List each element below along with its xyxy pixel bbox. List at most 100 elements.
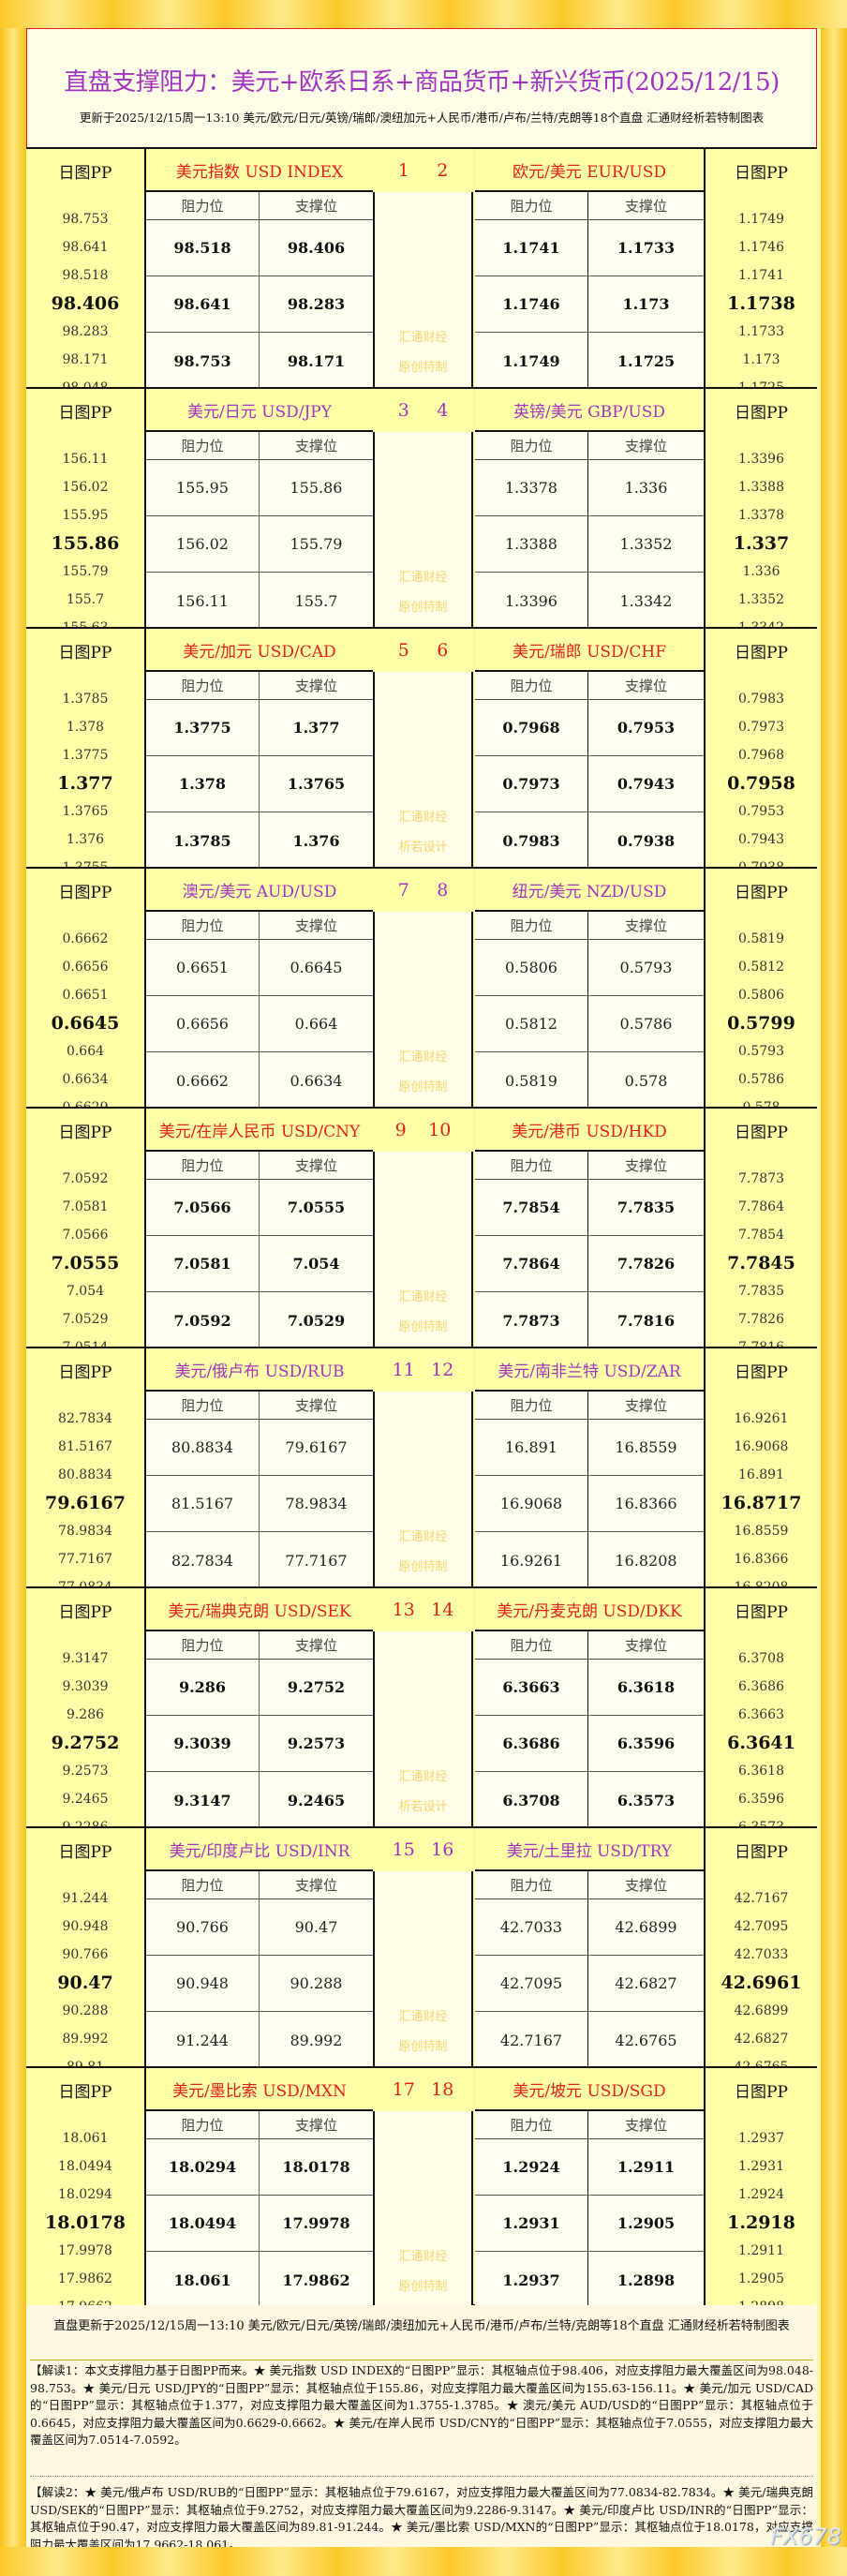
pair-block: 日图PP 9.3147 9.3039 9.286 9.2752 9.2573 9.2465 9… <box>26 1586 817 1835</box>
resistance-header: 阻力位 <box>475 1152 588 1180</box>
pair-numbers: 9 10 <box>373 1109 473 1152</box>
pp-level-value: 1.1733 <box>738 324 784 339</box>
watermark-line-1: 汇通财经 <box>398 2250 448 2264</box>
pair-number-left: 5 <box>397 640 409 661</box>
support-header: 支撑位 <box>260 672 373 700</box>
pp-level-value: 156.02 <box>62 480 109 495</box>
support-header: 支撑位 <box>260 1631 373 1660</box>
resistance-header: 阻力位 <box>146 1871 260 1899</box>
resistance-header: 阻力位 <box>475 912 588 940</box>
pair-number-right: 4 <box>437 400 449 421</box>
pp-level-value: 1.2905 <box>738 2271 784 2286</box>
resistance-header: 阻力位 <box>475 1392 588 1420</box>
pivot-point-value: 0.6645 <box>51 1013 120 1034</box>
resistance-header: 阻力位 <box>146 432 260 460</box>
daily-pp-column-left: 日图PP 7.0592 7.0581 7.0566 7.0555 7.054 7.0529 7… <box>26 1109 146 1355</box>
daily-pp-column-right: 日图PP 1.3396 1.3388 1.3378 1.337 1.336 1.3352 1.… <box>704 389 817 635</box>
resistance-value: 1.1741 <box>475 220 588 276</box>
daily-pp-column-right: 日图PP 7.7873 7.7864 7.7854 7.7845 7.7835 7.7826… <box>704 1109 817 1355</box>
watermark-line-2: 原创特制 <box>398 1080 448 1094</box>
pp-level-value: 7.7864 <box>738 1199 784 1214</box>
pair-name-right: 美元/坡元 USD/SGD <box>475 2068 704 2111</box>
support-value: 77.7167 <box>260 1532 373 1588</box>
watermark-line-1: 汇通财经 <box>398 331 448 345</box>
resistance-value: 7.0581 <box>146 1236 260 1292</box>
support-header: 支撑位 <box>588 2111 704 2139</box>
support-value: 1.1733 <box>588 220 704 276</box>
resistance-value: 0.6662 <box>146 1052 260 1109</box>
resistance-header: 阻力位 <box>475 192 588 220</box>
resistance-header: 阻力位 <box>146 2111 260 2139</box>
pair-number-left: 3 <box>397 400 409 421</box>
resistance-value: 7.7873 <box>475 1292 588 1348</box>
pivot-point-value: 42.6961 <box>721 1973 802 1993</box>
pp-level-value: 1.173 <box>742 352 780 367</box>
pp-level-value: 98.641 <box>62 240 109 255</box>
daily-pp-label: 日图PP <box>735 1123 788 1142</box>
pair-name-left: 美元指数 USD INDEX <box>146 149 373 192</box>
resistance-value: 16.891 <box>475 1420 588 1476</box>
daily-pp-column-left: 日图PP 9.3147 9.3039 9.286 9.2752 9.2573 9.2465 9… <box>26 1588 146 1835</box>
support-value: 6.3596 <box>588 1716 704 1772</box>
support-header: 支撑位 <box>588 1871 704 1899</box>
daily-pp-column-right: 日图PP 6.3708 6.3686 6.3663 6.3641 6.3618 6.3596… <box>704 1588 817 1835</box>
fx678-logo: FX678 <box>769 2524 841 2550</box>
top-decorative-border <box>0 0 847 28</box>
pp-level-value: 9.2465 <box>62 1792 109 1807</box>
watermark-column: 汇通财经 析若设计 <box>373 672 473 867</box>
pp-level-value: 0.6651 <box>62 988 109 1003</box>
support-header: 支撑位 <box>260 192 373 220</box>
resistance-value: 0.7973 <box>475 756 588 812</box>
support-value: 0.6645 <box>260 940 373 996</box>
pp-level-value: 1.3388 <box>738 480 784 495</box>
pp-level-value: 0.7968 <box>738 748 784 763</box>
pp-level-value: 7.0566 <box>62 1228 109 1243</box>
watermark-line-1: 汇通财经 <box>398 571 448 585</box>
pair-name-right: 美元/丹麦克朗 USD/DKK <box>475 1588 704 1631</box>
resistance-value: 1.3388 <box>475 516 588 573</box>
pp-level-value: 17.9978 <box>58 2243 112 2258</box>
pp-level-value: 17.9862 <box>58 2271 112 2286</box>
pair-numbers: 17 18 <box>373 2068 473 2111</box>
pp-level-value: 1.3378 <box>738 508 784 523</box>
resistance-value: 81.5167 <box>146 1476 260 1532</box>
resistance-value: 9.3039 <box>146 1716 260 1772</box>
pair-number-left: 1 <box>397 160 409 181</box>
pp-level-value: 16.8366 <box>734 1552 789 1567</box>
daily-pp-column-left: 日图PP 0.6662 0.6656 0.6651 0.6645 0.664 0.6634 0… <box>26 869 146 1115</box>
pp-level-value: 1.378 <box>66 720 105 735</box>
pair-numbers: 15 16 <box>373 1828 473 1871</box>
pp-level-value: 80.8834 <box>58 1467 112 1482</box>
resistance-header: 阻力位 <box>475 1631 588 1660</box>
pp-level-value: 6.3618 <box>738 1764 784 1779</box>
resistance-value: 1.3775 <box>146 700 260 756</box>
watermark-line-2: 原创特制 <box>398 2040 448 2054</box>
support-value: 7.7816 <box>588 1292 704 1348</box>
resistance-value: 6.3686 <box>475 1716 588 1772</box>
support-value: 16.8559 <box>588 1420 704 1476</box>
daily-pp-column-right: 日图PP 16.9261 16.9068 16.891 16.8717 16.8559 16… <box>704 1348 817 1595</box>
support-header: 支撑位 <box>588 192 704 220</box>
pivot-point-value: 1.337 <box>733 533 790 554</box>
support-header: 支撑位 <box>260 1152 373 1180</box>
resistance-value: 156.11 <box>146 573 260 629</box>
daily-pp-label: 日图PP <box>58 883 112 902</box>
pp-level-value: 42.7167 <box>734 1891 789 1906</box>
resistance-value: 0.5812 <box>475 996 588 1052</box>
pivot-point-value: 0.5799 <box>727 1013 795 1034</box>
watermark-column: 汇通财经 原创特制 <box>373 1871 473 2066</box>
pair-name-right: 美元/港币 USD/HKD <box>475 1109 704 1152</box>
watermark-line-1: 汇通财经 <box>398 1530 448 1544</box>
pp-level-value: 98.283 <box>62 324 109 339</box>
support-value: 9.2752 <box>260 1660 373 1716</box>
resistance-value: 16.9261 <box>475 1532 588 1588</box>
pivot-point-value: 1.377 <box>57 773 113 794</box>
pp-level-value: 7.0581 <box>62 1199 109 1214</box>
pair-block: 日图PP 7.0592 7.0581 7.0566 7.0555 7.054 7.0529 7… <box>26 1107 817 1355</box>
pp-level-value: 9.286 <box>66 1707 105 1722</box>
pp-level-value: 155.7 <box>66 592 105 607</box>
resistance-value: 0.7983 <box>475 812 588 869</box>
resistance-value: 1.3396 <box>475 573 588 629</box>
resistance-value: 90.766 <box>146 1899 260 1956</box>
support-header: 支撑位 <box>588 432 704 460</box>
